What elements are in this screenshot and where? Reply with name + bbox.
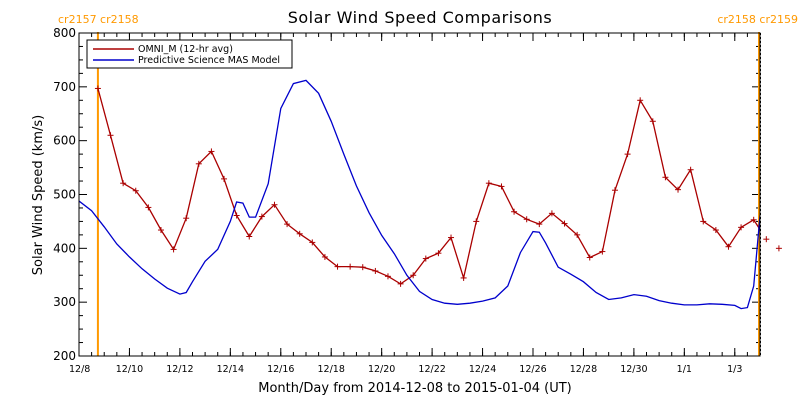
omni-data-point [662,174,669,181]
omni-data-point [675,186,682,193]
x-tick-label: 12/12 [166,364,193,375]
axis-ticks: 200 300 400 500 600 700 800 12/8 12/10 12/12 12/14… [53,26,761,375]
omni-data-point [372,267,379,274]
y-tick-label: 400 [53,241,76,255]
chart-title: Solar Wind Speed Comparisons [288,8,553,27]
x-tick-label: 12/14 [217,364,244,375]
omni-data-point [750,216,757,223]
omni-data-point [221,175,228,182]
omni-data-point [422,255,429,262]
omni-data-point [397,280,404,287]
omni-data-point [157,227,164,234]
x-tick-label: 12/26 [519,364,546,375]
omni-data-point [334,263,341,270]
omni-data-point [485,180,492,187]
omni-data-point [246,233,253,240]
omni-data-point [145,204,152,211]
omni-data-point [107,132,114,139]
omni-data-point [94,85,101,92]
omni-data-point [611,187,618,194]
omni-data-point [738,224,745,231]
omni-data-point [448,234,455,241]
omni-data-point [170,246,177,253]
omni-data-point [511,208,518,215]
y-tick-label: 800 [53,26,76,40]
y-tick-label: 200 [53,349,76,363]
y-tick-label: 300 [53,295,76,309]
series-lines [79,79,782,310]
legend-label-omni: OMNI_M (12-hr avg) [138,44,233,55]
omni-data-point [296,230,303,237]
omni-data-point [271,201,278,208]
omni-data-point [473,218,480,225]
legend: OMNI_M (12-hr avg) Predictive Science MA… [86,39,293,69]
omni-data-point [195,160,202,167]
y-tick-label: 700 [53,80,76,94]
x-tick-label: 1/3 [727,364,742,375]
omni-data-point [561,220,568,227]
omni-data-point [233,212,240,219]
omni-data-point [712,227,719,234]
x-tick-label: 12/16 [267,364,294,375]
omni-data-point [649,118,656,125]
omni-data-point [637,97,644,104]
omni-data-point [548,210,555,217]
y-tick-label: 500 [53,188,76,202]
omni-data-point [208,148,215,155]
x-axis-label: Month/Day from 2014-12-08 to 2015-01-04 … [258,381,571,396]
omni-data-point [574,231,581,238]
x-tick-label: 12/22 [418,364,445,375]
legend-label-mas: Predictive Science MAS Model [138,55,280,66]
mas-series-line [79,79,760,310]
omni-data-point [132,187,139,194]
omni-data-point [586,254,593,261]
x-tick-label: 12/30 [620,364,647,375]
omni-data-point [763,236,770,243]
x-tick-label: 12/10 [116,364,143,375]
omni-data-point [321,253,328,260]
omni-data-point [347,263,354,270]
omni-data-point [624,151,631,158]
omni-data-point [460,274,467,281]
omni-data-point [775,245,782,252]
omni-data-point [523,216,530,223]
omni-data-point [384,273,391,280]
omni-data-point [599,248,606,255]
x-tick-label: 12/8 [69,364,90,375]
legend-box [86,39,293,69]
omni-data-point [284,221,291,228]
rotation-marker-right-label: cr2158 cr2159 [717,13,798,26]
rotation-marker-left-label: cr2157 cr2158 [58,13,139,26]
x-tick-label: 1/1 [677,364,692,375]
x-tick-label: 12/28 [570,364,597,375]
plot-frame [78,32,761,357]
omni-data-point [183,215,190,222]
x-tick-label: 12/18 [318,364,345,375]
omni-data-point [309,239,316,246]
y-axis-label: Solar Wind Speed (km/s) [31,115,46,275]
omni-data-point [435,250,442,257]
x-tick-label: 12/20 [368,364,395,375]
omni-data-point [359,264,366,271]
omni-data-point [410,272,417,279]
omni-data-point [498,183,505,190]
x-tick-label: 12/24 [469,364,496,375]
omni-data-point [700,218,707,225]
omni-data-point [687,166,694,173]
omni-data-point [120,180,127,187]
y-tick-label: 600 [53,134,76,148]
omni-data-point [725,243,732,250]
omni-data-point [258,213,265,220]
omni-data-point [536,221,543,228]
